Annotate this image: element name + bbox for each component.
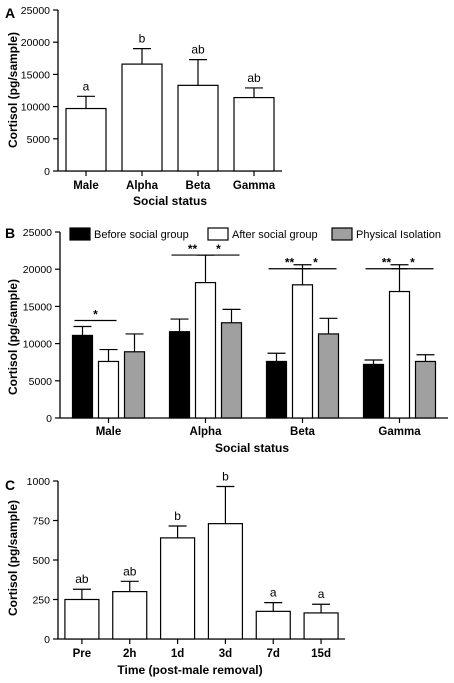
panel-b-bar bbox=[220, 322, 243, 419]
panel-a-significance-letter: ab bbox=[247, 71, 261, 85]
panel-a-ytick-label: 25000 bbox=[21, 5, 50, 17]
panel-b-category-label: Male bbox=[96, 426, 122, 438]
panel-c-bar bbox=[112, 590, 148, 640]
panel-a-label: A bbox=[5, 5, 15, 21]
panel-b-legend-label: Before social group bbox=[94, 229, 189, 241]
panel-b-legend-swatch bbox=[207, 227, 229, 241]
panel-c-ytick-label: 500 bbox=[32, 555, 50, 567]
panel-c-category-label: 3d bbox=[219, 648, 232, 660]
panel-c-bar bbox=[207, 523, 244, 640]
panel-c-ytick-label: 0 bbox=[44, 634, 50, 646]
panel-a-ytick-label: 5000 bbox=[27, 134, 51, 146]
panel-b-bar bbox=[71, 334, 94, 419]
panel-c-category-label: 7d bbox=[267, 648, 280, 660]
panel-a-category-label: Beta bbox=[186, 180, 212, 192]
panel-b-significance-star: ** bbox=[188, 242, 198, 256]
panel-a-ytick-label: 10000 bbox=[21, 102, 50, 114]
panel-b-xlabel: Social status bbox=[215, 441, 289, 455]
panel-b-category-label: Beta bbox=[290, 426, 316, 438]
panel-b-bar bbox=[291, 284, 314, 419]
panel-b-bar bbox=[362, 363, 385, 419]
panel-c-significance-letter: ab bbox=[75, 572, 89, 586]
panel-b-significance-star: * bbox=[93, 307, 98, 321]
panel-c-category-label: 1d bbox=[171, 648, 184, 660]
panel-c-category-label: 15d bbox=[311, 648, 331, 660]
panel-a-xlabel: Social status bbox=[133, 194, 207, 208]
panel-a-bar bbox=[177, 84, 219, 172]
panel-b-ytick-label: 15000 bbox=[23, 301, 52, 313]
panel-a-ytick-label: 20000 bbox=[21, 37, 50, 49]
panel-b-ytick-label: 10000 bbox=[23, 339, 52, 351]
panel-b-bar bbox=[265, 360, 288, 419]
panel-b-legend-swatch bbox=[331, 227, 353, 241]
panel-a-bar bbox=[65, 107, 107, 172]
panel-c: C Cortisol (pg/sample) Time (post-male r… bbox=[5, 470, 345, 677]
panel-b-label: B bbox=[5, 225, 15, 241]
panel-a-significance-letter: ab bbox=[191, 43, 205, 57]
panel-b-bar bbox=[414, 360, 437, 419]
panel-b-ytick-label: 25000 bbox=[23, 227, 52, 239]
panel-a-significance-letter: a bbox=[83, 79, 90, 93]
panel-c-ytick-label: 250 bbox=[32, 595, 50, 607]
panel-b-significance-star: * bbox=[410, 256, 415, 270]
panel-c-category-label: 2h bbox=[123, 648, 136, 660]
panel-a-ylabel: Cortisol (pg/sample) bbox=[6, 32, 20, 148]
panel-c-bar bbox=[255, 610, 291, 640]
panel-c-significance-letter: b bbox=[174, 509, 181, 523]
panel-c-ylabel: Cortisol (pg/sample) bbox=[6, 500, 20, 616]
panel-c-significance-letter: b bbox=[222, 470, 229, 484]
panel-c-significance-letter: a bbox=[270, 586, 277, 600]
panel-b-bar bbox=[317, 333, 340, 419]
panel-b: B Cortisol (pg/sample) Social status 0 50… bbox=[5, 225, 448, 455]
panel-c-significance-letter: ab bbox=[123, 564, 137, 578]
panel-b-bar bbox=[123, 351, 146, 419]
panel-b-category-label: Gamma bbox=[378, 426, 421, 438]
panel-b-ytick-label: 20000 bbox=[23, 264, 52, 276]
panel-b-category-label: Alpha bbox=[190, 426, 223, 438]
panel-b-ylabel: Cortisol (pg/sample) bbox=[6, 279, 20, 395]
panel-b-significance-star: ** bbox=[382, 256, 392, 270]
panel-b-bar bbox=[97, 360, 120, 419]
panel-a-significance-letter: b bbox=[139, 32, 146, 46]
panel-a-ytick-label: 15000 bbox=[21, 69, 50, 81]
panel-c-ytick-label: 750 bbox=[32, 516, 50, 528]
panel-c-label: C bbox=[5, 477, 15, 493]
panel-b-significance-star: * bbox=[216, 242, 221, 256]
panel-b-bar bbox=[168, 331, 191, 419]
panel-b-significance-star: ** bbox=[285, 256, 295, 270]
panel-a-bar bbox=[121, 63, 163, 172]
panel-a: A Cortisol (pg/sample) Social status 0 50… bbox=[5, 5, 282, 208]
panel-a-ytick-label: 0 bbox=[44, 166, 50, 178]
panel-c-significance-letter: a bbox=[318, 587, 325, 601]
panel-c-bar bbox=[64, 598, 100, 640]
panel-b-legend-swatch bbox=[69, 227, 91, 241]
panel-b-significance-star: * bbox=[313, 256, 318, 270]
panel-c-category-label: Pre bbox=[73, 648, 92, 660]
panel-a-category-label: Alpha bbox=[126, 180, 159, 192]
panel-b-bar bbox=[388, 290, 411, 419]
panel-a-category-label: Male bbox=[73, 180, 99, 192]
panel-c-ytick-label: 1000 bbox=[27, 476, 51, 488]
panel-c-bar bbox=[303, 612, 339, 640]
panel-a-category-label: Gamma bbox=[233, 180, 276, 192]
panel-b-ytick-label: 5000 bbox=[29, 376, 53, 388]
panel-c-bar bbox=[159, 537, 196, 640]
panel-c-xlabel: Time (post-male removal) bbox=[117, 663, 262, 677]
panel-a-bar bbox=[233, 96, 275, 172]
panel-b-ytick-label: 0 bbox=[46, 413, 52, 425]
panel-b-legend-label: After social group bbox=[232, 229, 318, 241]
panel-b-bar bbox=[194, 281, 217, 419]
panel-b-legend-label: Physical Isolation bbox=[356, 229, 441, 241]
